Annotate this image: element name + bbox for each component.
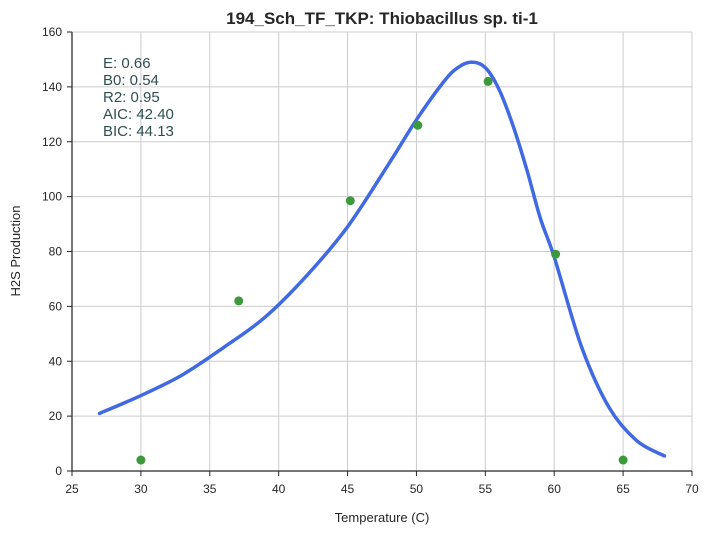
x-tick-label: 60	[548, 482, 562, 496]
y-tick-label: 0	[55, 464, 62, 478]
annotation-b0: B0: 0.54	[103, 72, 159, 89]
series-layer	[97, 60, 667, 458]
x-tick-label: 45	[341, 482, 355, 496]
x-tick-label: 55	[479, 482, 493, 496]
chart-title: 194_Sch_TF_TKP: Thiobacillus sp. ti-1	[226, 9, 538, 28]
annotation-e: E: 0.66	[103, 55, 151, 72]
data-point	[551, 249, 561, 259]
data-point	[345, 196, 355, 206]
y-tick-label: 40	[49, 354, 63, 368]
y-axis-label: H2S Production	[8, 205, 23, 296]
data-point	[618, 455, 628, 465]
y-tick-label: 80	[49, 245, 63, 259]
y-tick-label: 160	[42, 25, 62, 39]
y-tick-label: 100	[42, 190, 62, 204]
fit-curve-line	[97, 60, 667, 458]
data-point	[483, 76, 493, 86]
fit-statistics: E: 0.66 B0: 0.54 R2: 0.95 AIC: 42.40 BIC…	[103, 55, 174, 140]
y-tick-label: 20	[49, 409, 63, 423]
x-tick-label: 30	[134, 482, 148, 496]
x-tick-label: 70	[685, 482, 699, 496]
annotation-aic: AIC: 42.40	[103, 106, 174, 123]
y-tick-label: 120	[42, 135, 62, 149]
x-axis-label: Temperature (C)	[335, 510, 430, 525]
x-tick-label: 65	[616, 482, 630, 496]
points-layer	[136, 76, 628, 465]
x-tick-label: 35	[203, 482, 217, 496]
x-tick-label: 40	[272, 482, 286, 496]
annotation-bic: BIC: 44.13	[103, 123, 174, 140]
ticks-layer: 25 30 35 40 45 50 55 60 65 70 0 20 40 60 80 100 120 140 16…	[42, 25, 699, 496]
data-point	[413, 120, 423, 130]
grid-layer	[72, 31, 693, 471]
data-point	[136, 455, 146, 465]
data-point	[234, 296, 244, 306]
x-tick-label: 50	[410, 482, 424, 496]
x-tick-label: 25	[65, 482, 79, 496]
y-tick-label: 140	[42, 80, 62, 94]
annotation-r2: R2: 0.95	[103, 89, 160, 106]
y-tick-label: 60	[49, 299, 63, 313]
